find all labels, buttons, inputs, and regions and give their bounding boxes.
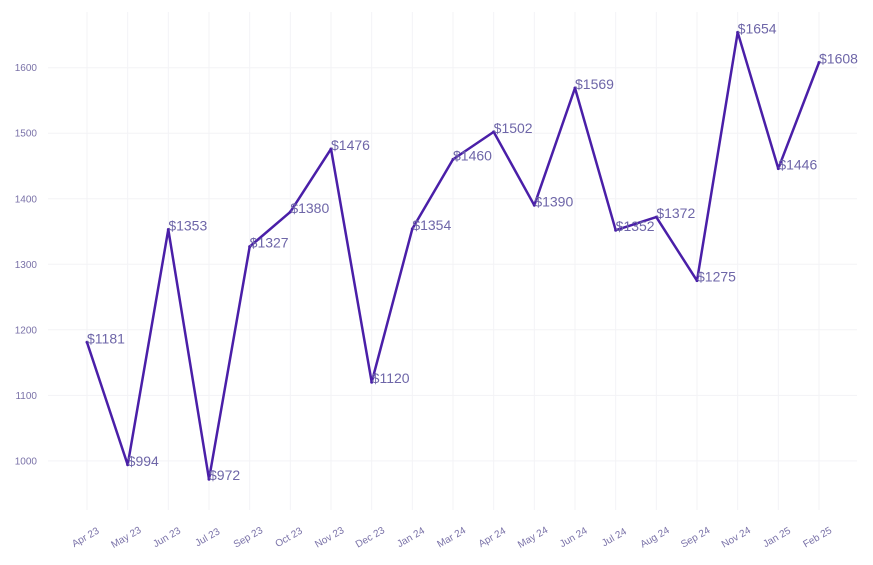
data-label: $1608 — [819, 50, 858, 66]
data-point — [126, 463, 130, 467]
grid-lines — [48, 12, 857, 510]
data-point — [166, 228, 170, 232]
data-label: $1181 — [87, 330, 125, 346]
x-tick-label: Sep 24 — [679, 525, 712, 551]
data-point — [817, 60, 821, 64]
data-label: $1372 — [656, 205, 695, 221]
data-point — [207, 477, 211, 481]
data-label: $1502 — [494, 120, 533, 136]
x-tick-label: Apr 23 — [70, 525, 101, 549]
x-tick-label: Jul 24 — [600, 526, 629, 549]
x-tick-label: Aug 24 — [639, 525, 672, 551]
x-tick-label: Feb 25 — [802, 525, 835, 550]
y-tick-label: 1200 — [15, 325, 38, 336]
x-tick-label: Oct 23 — [274, 525, 305, 549]
data-labels: $1181 $994 $1353 $972 $1327 $1380 $1476 $1120 $1… — [87, 20, 858, 483]
x-axis-ticks: Apr 23 May 23 Jun 23 Jul 23 Sep 23 Oct 23 Nov … — [70, 525, 834, 551]
y-tick-label: 1000 — [15, 456, 38, 467]
data-label: $994 — [128, 453, 159, 469]
x-tick-label: Jun 23 — [151, 525, 183, 550]
data-point — [410, 227, 414, 231]
data-point — [614, 228, 618, 232]
data-label: $1354 — [412, 217, 451, 233]
x-tick-label: Jan 24 — [395, 525, 427, 550]
x-tick-label: Jun 24 — [558, 525, 590, 550]
data-point — [248, 245, 252, 249]
y-axis-ticks: 1000 1100 1200 1300 1400 1500 1600 — [15, 63, 38, 467]
y-tick-label: 1600 — [15, 63, 38, 74]
data-label: $1460 — [453, 147, 492, 163]
x-tick-label: May 24 — [516, 525, 550, 551]
data-point — [654, 215, 658, 219]
data-point — [573, 86, 577, 90]
data-label: $1476 — [331, 137, 370, 153]
data-point — [451, 157, 455, 161]
x-tick-label: Apr 24 — [477, 525, 508, 549]
data-label: $1327 — [250, 235, 289, 251]
data-point — [695, 279, 699, 283]
data-label: $1120 — [372, 370, 410, 386]
data-point — [492, 130, 496, 134]
data-point — [736, 30, 740, 34]
data-point — [532, 203, 536, 207]
data-label: $1390 — [534, 193, 573, 209]
y-tick-label: 1500 — [15, 129, 38, 140]
data-label: $1446 — [778, 157, 817, 173]
data-point — [370, 380, 374, 384]
y-tick-label: 1100 — [15, 391, 37, 402]
x-tick-label: Mar 24 — [436, 525, 469, 550]
data-label: $1352 — [616, 218, 655, 234]
x-tick-label: Nov 24 — [720, 525, 753, 551]
series-layer — [85, 30, 821, 481]
data-label: $1353 — [168, 218, 207, 234]
x-tick-label: Jan 25 — [761, 525, 793, 550]
data-point — [776, 167, 780, 171]
x-tick-label: Sep 23 — [232, 525, 265, 551]
data-label: $1275 — [697, 269, 736, 285]
data-point — [85, 340, 89, 344]
data-label: $972 — [209, 467, 240, 483]
data-point — [288, 210, 292, 214]
x-tick-label: Nov 23 — [313, 525, 346, 551]
x-tick-label: Dec 23 — [354, 525, 387, 551]
x-tick-label: May 23 — [109, 525, 143, 551]
data-label: $1569 — [575, 76, 614, 92]
data-label: $1380 — [290, 200, 329, 216]
data-label: $1654 — [738, 20, 777, 36]
y-tick-label: 1300 — [15, 260, 38, 271]
y-tick-label: 1400 — [15, 194, 38, 205]
x-tick-label: Jul 23 — [193, 526, 222, 549]
data-point — [329, 147, 333, 151]
